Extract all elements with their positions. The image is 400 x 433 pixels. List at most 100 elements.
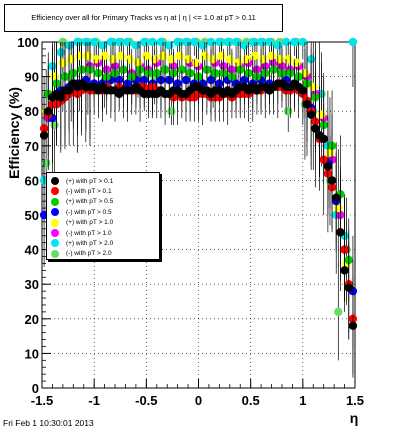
legend-entry: (-) with pT > 0.5 [51, 207, 112, 217]
timestamp-footer: Fri Feb 1 10:30:01 2013 [3, 418, 94, 428]
data-point [344, 283, 353, 292]
data-point [302, 100, 312, 109]
data-point [92, 55, 101, 64]
data-point [298, 86, 308, 95]
data-point [100, 51, 109, 61]
data-point [89, 37, 99, 47]
x-tick-label: 1 [299, 393, 306, 408]
y-tick-label: 50 [25, 208, 39, 223]
y-axis-title: Efficiency (%) [6, 87, 22, 179]
data-point [83, 51, 93, 61]
legend-marker [51, 229, 59, 237]
data-point [183, 55, 193, 64]
data-point [165, 41, 174, 50]
legend-marker [51, 187, 59, 196]
x-tick-label: 0.5 [242, 393, 260, 408]
data-point [175, 51, 184, 61]
data-point [190, 37, 199, 47]
y-tick-label: 60 [25, 173, 39, 188]
data-point [225, 55, 234, 64]
data-point [167, 107, 176, 116]
data-point [115, 37, 124, 47]
legend-entry: (+) with pT > 1.0 [51, 218, 113, 228]
legend-entry: (-) with pT > 0.1 [51, 186, 112, 196]
data-point [317, 110, 326, 119]
data-point [131, 41, 141, 50]
chart-title: Efficiency over all for Primary Tracks v… [4, 4, 283, 32]
legend: (+) with pT > 0.1 (-) with pT > 0.1 (+) wi… [46, 172, 160, 260]
data-point [39, 131, 49, 140]
legend-entry: (-) with pT > 2.0 [51, 249, 112, 259]
data-point [248, 37, 257, 47]
data-point [192, 58, 201, 67]
data-point [336, 228, 345, 237]
legend-marker [51, 197, 59, 206]
data-point [240, 41, 249, 50]
data-point [298, 37, 308, 47]
series-layer [39, 37, 358, 378]
data-point [284, 55, 293, 64]
data-point [319, 134, 328, 144]
data-point [231, 37, 241, 47]
data-point [327, 176, 337, 185]
data-point [67, 55, 76, 64]
legend-label: (-) with pT > 0.5 [66, 208, 112, 216]
y-tick-label: 10 [25, 346, 39, 361]
data-point [334, 307, 343, 317]
y-tick-label: 0 [32, 381, 39, 396]
data-point [148, 37, 157, 47]
x-tick-label: 0 [195, 393, 202, 408]
legend-entry: (-) with pT > 1.0 [51, 228, 112, 238]
x-tick-label: -0.5 [135, 393, 157, 408]
legend-marker [51, 208, 59, 217]
data-point [208, 55, 218, 64]
legend-entry: (+) with pT > 2.0 [51, 238, 113, 248]
y-tick-label: 40 [25, 243, 39, 258]
data-point [198, 41, 207, 50]
legend-label: (-) with pT > 1.0 [66, 229, 112, 237]
data-point [181, 37, 191, 47]
legend-label: (+) with pT > 0.1 [66, 177, 114, 185]
data-point [158, 51, 168, 61]
x-tick-label: 1.5 [346, 393, 364, 408]
data-point [242, 55, 251, 64]
data-point [64, 86, 74, 95]
data-point [281, 37, 291, 47]
data-point [140, 37, 149, 47]
legend-label: (+) with pT > 2.0 [66, 239, 114, 247]
data-point [340, 266, 349, 275]
data-point [323, 162, 333, 171]
legend-label: (-) with pT > 0.1 [66, 187, 112, 195]
y-tick-label: 20 [25, 312, 39, 327]
data-point [98, 41, 107, 50]
data-point [256, 37, 266, 47]
data-point [58, 58, 68, 67]
data-point [125, 55, 134, 64]
legend-label: (+) with pT > 0.5 [66, 198, 114, 206]
legend-marker [51, 239, 59, 248]
data-point [150, 55, 159, 64]
data-point [56, 93, 65, 102]
x-tick-label: -1 [88, 393, 100, 408]
data-point [332, 193, 341, 202]
data-point [41, 158, 51, 168]
data-point [306, 110, 316, 119]
data-point [123, 37, 132, 47]
legend-entry: (+) with pT > 0.1 [51, 176, 113, 186]
data-point [250, 51, 260, 61]
data-point [206, 37, 216, 47]
data-point [223, 37, 232, 47]
data-point [75, 51, 84, 61]
data-point [106, 37, 116, 47]
data-point [173, 37, 182, 47]
data-point [215, 37, 224, 47]
y-tick-label: 90 [25, 70, 39, 85]
legend-label: (-) with pT > 2.0 [66, 250, 112, 258]
y-tick-label: 100 [17, 35, 39, 50]
data-point [284, 107, 293, 116]
y-tick-label: 80 [25, 104, 39, 119]
data-point [273, 41, 282, 50]
data-point [156, 37, 166, 47]
y-tick-label: 70 [25, 139, 39, 154]
